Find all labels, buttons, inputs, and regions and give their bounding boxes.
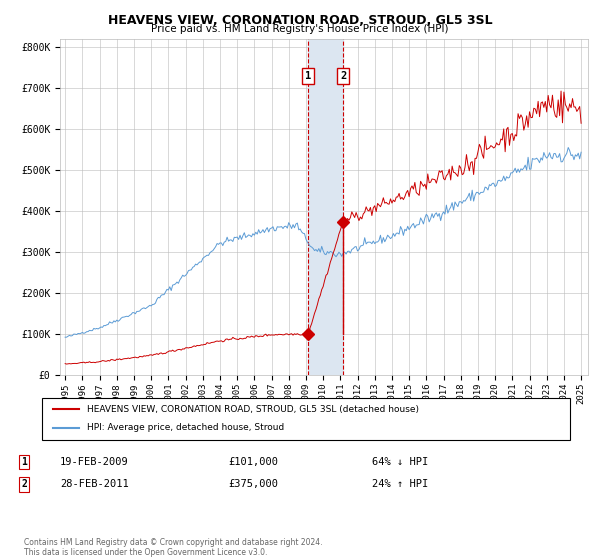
Text: £101,000: £101,000 [228, 457, 278, 467]
Text: 2: 2 [21, 479, 27, 489]
Text: 24% ↑ HPI: 24% ↑ HPI [372, 479, 428, 489]
Text: 64% ↓ HPI: 64% ↓ HPI [372, 457, 428, 467]
Bar [308, 39, 343, 375]
Text: Contains HM Land Registry data © Crown copyright and database right 2024.
This d: Contains HM Land Registry data © Crown c… [24, 538, 323, 557]
Text: HEAVENS VIEW, CORONATION ROAD, STROUD, GL5 3SL (detached house): HEAVENS VIEW, CORONATION ROAD, STROUD, G… [87, 405, 419, 414]
Text: 28-FEB-2011: 28-FEB-2011 [60, 479, 129, 489]
Text: HEAVENS VIEW, CORONATION ROAD, STROUD, GL5 3SL: HEAVENS VIEW, CORONATION ROAD, STROUD, G… [107, 14, 493, 27]
Text: 19-FEB-2009: 19-FEB-2009 [60, 457, 129, 467]
Text: 1: 1 [21, 457, 27, 467]
Text: 1: 1 [305, 71, 311, 81]
Text: Price paid vs. HM Land Registry's House Price Index (HPI): Price paid vs. HM Land Registry's House … [151, 24, 449, 34]
Text: HPI: Average price, detached house, Stroud: HPI: Average price, detached house, Stro… [87, 423, 284, 432]
FancyBboxPatch shape [42, 398, 570, 440]
Text: £375,000: £375,000 [228, 479, 278, 489]
Text: 2: 2 [340, 71, 346, 81]
